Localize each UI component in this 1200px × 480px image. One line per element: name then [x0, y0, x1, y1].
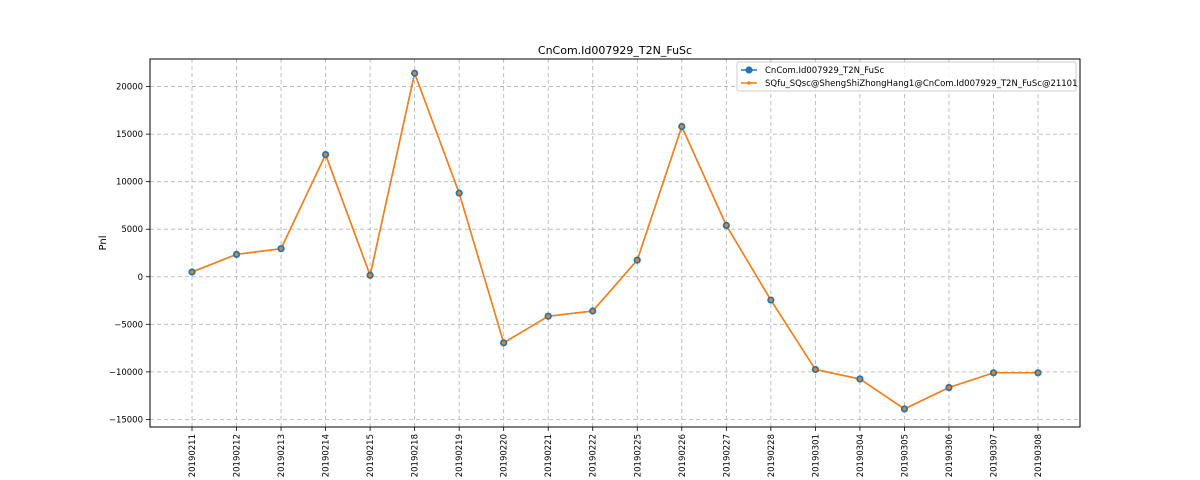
- x-tick-label-5: 20190218: [411, 434, 421, 477]
- legend-box: [736, 61, 1077, 92]
- x-tick-label-10: 20190225: [633, 434, 643, 477]
- y-tick-label-2: −5000: [114, 320, 143, 330]
- legend-marker-0: [745, 66, 753, 74]
- x-tick-label-16: 20190305: [900, 434, 910, 477]
- x-axis: 20190211 20190212 20190213 20190214 20190215…: [188, 427, 1044, 477]
- grid-lines: [150, 59, 1080, 427]
- y-tick-label-0: −15000: [109, 415, 143, 425]
- y-axis-label: Pnl: [98, 236, 109, 251]
- data-point-s1-8: [546, 314, 551, 319]
- series-lines: [191, 72, 1038, 410]
- data-point-s1-9: [590, 309, 595, 313]
- data-point-s1-0: [190, 270, 194, 274]
- chart-title: CnCom.Id007929_T2N_FuSc: [538, 44, 692, 57]
- legend-label-1: SQfu_SQsc@ShengShiZhongHang1@CnCom.Id007…: [765, 79, 1078, 89]
- x-tick-label-7: 20190220: [500, 434, 510, 477]
- x-tick-label-0: 20190211: [188, 434, 198, 477]
- data-point-s1-5: [412, 71, 417, 76]
- data-point-s1-15: [858, 377, 862, 381]
- x-tick-label-6: 20190219: [455, 434, 465, 477]
- x-tick-label-15: 20190304: [856, 434, 866, 477]
- data-point-s1-3: [323, 152, 328, 157]
- data-point-s1-14: [813, 367, 818, 372]
- data-point-s1-10: [635, 258, 640, 262]
- x-tick-label-12: 20190227: [722, 434, 732, 477]
- x-tick-label-9: 20190222: [589, 434, 599, 477]
- data-point-s1-1: [234, 252, 239, 257]
- x-tick-label-11: 20190226: [678, 434, 688, 477]
- x-tick-label-18: 20190307: [989, 434, 999, 477]
- x-tick-label-14: 20190301: [811, 434, 821, 477]
- data-point-s1-11: [679, 124, 684, 129]
- data-point-s1-2: [279, 246, 283, 251]
- data-point-s1-4: [368, 273, 372, 278]
- x-tick-label-17: 20190306: [945, 434, 955, 477]
- y-tick-label-3: 0: [138, 273, 143, 283]
- data-point-s1-17: [947, 385, 951, 390]
- y-axis: −15000 −10000 −5000 0 5000 10000 15000 20000: [109, 83, 150, 425]
- series-points: [188, 69, 1042, 413]
- x-tick-label-2: 20190213: [277, 434, 287, 477]
- data-point-s1-7: [501, 341, 506, 345]
- data-point-s1-12: [724, 223, 729, 228]
- data-point-s1-13: [769, 298, 773, 302]
- x-tick-label-1: 20190212: [233, 434, 243, 477]
- x-tick-label-19: 20190308: [1034, 434, 1044, 477]
- y-tick-label-5: 10000: [116, 178, 143, 188]
- plot-frame: [149, 58, 1081, 428]
- legend-marker-1: [747, 81, 751, 85]
- data-point-s1-19: [1036, 370, 1040, 375]
- y-tick-label-1: −10000: [109, 368, 143, 378]
- x-tick-label-13: 20190228: [767, 434, 777, 477]
- data-point-s1-16: [902, 407, 907, 411]
- y-tick-label-4: 5000: [121, 225, 143, 235]
- data-point-s1-6: [457, 191, 461, 195]
- data-point-s1-18: [991, 370, 996, 375]
- y-tick-label-7: 20000: [116, 83, 143, 93]
- x-tick-label-8: 20190221: [544, 434, 554, 477]
- legend-label-0: CnCom.Id007929_T2N_FuSc: [765, 66, 884, 76]
- x-tick-label-3: 20190214: [322, 434, 332, 477]
- x-tick-label-4: 20190215: [366, 434, 376, 477]
- series-line-1: [191, 72, 1038, 410]
- legend: CnCom.Id007929_T2N_FuSc SQfu_SQsc@ShengS…: [736, 61, 1078, 92]
- y-tick-label-6: 15000: [116, 130, 143, 140]
